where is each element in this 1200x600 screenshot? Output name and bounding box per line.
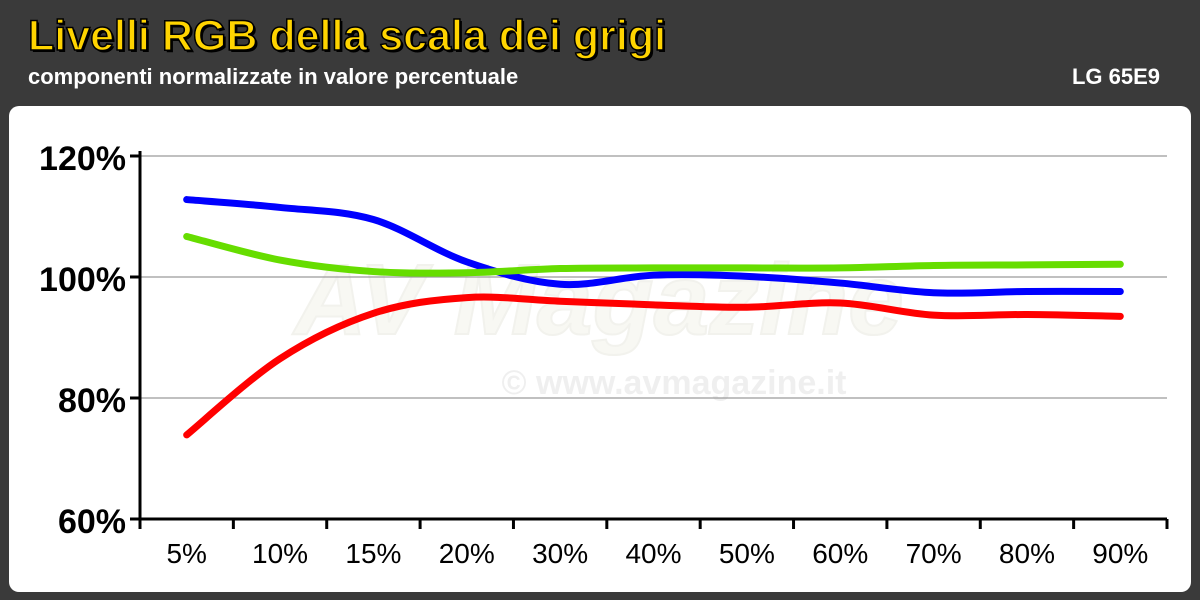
x-tick-label: 70% <box>906 538 962 569</box>
x-tick-label: 60% <box>812 538 868 569</box>
y-tick-label: 80% <box>58 382 126 420</box>
x-tick-label: 10% <box>252 538 308 569</box>
chart-title: Livelli RGB della scala dei grigi <box>27 11 667 61</box>
tv-model-label: LG 65E9 <box>1071 64 1160 89</box>
y-tick-label: 60% <box>58 503 126 541</box>
x-tick-label: 30% <box>532 538 588 569</box>
chart-subtitle: componenti normalizzate in valore percen… <box>28 64 519 89</box>
x-tick-label: 50% <box>719 538 775 569</box>
y-tick-label: 120% <box>39 140 126 178</box>
x-tick-label: 40% <box>625 538 681 569</box>
y-axis-labels: 60% 80% 100% 120% <box>39 140 126 541</box>
series-lines <box>183 196 1124 439</box>
chart-panel: AV Magazine © www.avmagazine.it 60% 80% 10… <box>9 106 1191 592</box>
header: Livelli RGB della scala dei grigi compon… <box>0 0 1200 104</box>
series-line-2 <box>183 293 1124 439</box>
x-tick-label: 15% <box>345 538 401 569</box>
x-tick-label: 80% <box>999 538 1055 569</box>
axes <box>130 151 1169 529</box>
series-line-0 <box>183 196 1124 297</box>
watermark-text: © www.avmagazine.it <box>502 364 847 402</box>
x-tick-label: 5% <box>166 538 206 569</box>
y-tick-label: 100% <box>39 261 126 299</box>
x-tick-label: 20% <box>439 538 495 569</box>
series-line-1 <box>183 232 1124 277</box>
chart-plot: AV Magazine © www.avmagazine.it 60%80%10… <box>39 140 1169 569</box>
x-axis-labels: 5% 10% 15% 20% 30% 40% 50% 60% 70% 80% 90% <box>166 538 1148 569</box>
x-tick-label: 90% <box>1092 538 1148 569</box>
